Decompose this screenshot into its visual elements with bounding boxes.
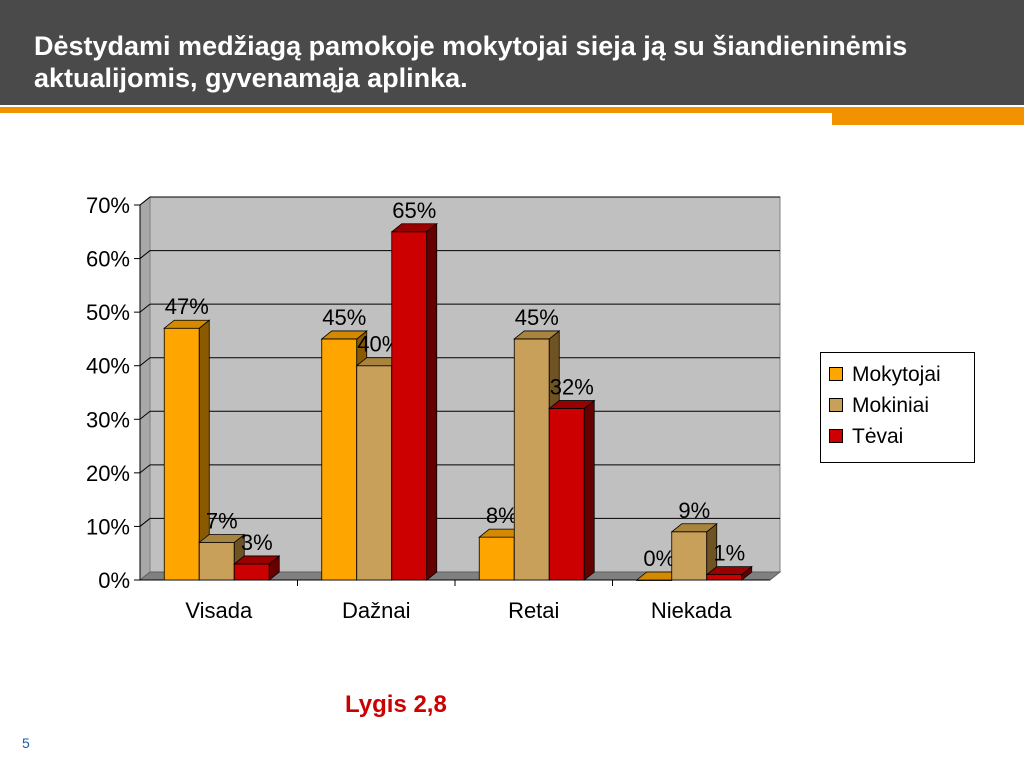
- x-tick-label: Visada: [185, 598, 253, 623]
- bar-top: [233, 555, 281, 565]
- data-label: 45%: [322, 305, 366, 330]
- legend-swatch-mokiniai: [829, 398, 843, 412]
- x-tick-label: Dažnai: [342, 598, 410, 623]
- page-number: 5: [22, 735, 30, 751]
- bar-top: [670, 523, 718, 533]
- data-label: 1%: [713, 541, 745, 566]
- gridline-side: [139, 357, 151, 367]
- y-tick-label: 60%: [86, 247, 130, 272]
- bar-top: [513, 330, 561, 340]
- accent-block: [832, 113, 1024, 125]
- y-tick-label: 50%: [86, 300, 130, 325]
- bar-top: [548, 400, 596, 409]
- bar-top: [390, 223, 438, 233]
- bar-front: [198, 542, 235, 581]
- bar-front: [233, 563, 270, 581]
- y-tick-label: 0%: [98, 568, 130, 593]
- slide-header: Dėstydami medžiagą pamokoje mokytojai si…: [0, 0, 1024, 105]
- bar-front: [478, 536, 515, 581]
- legend-label-tevai: Tėvai: [852, 425, 904, 448]
- gridline-side: [139, 518, 151, 527]
- data-label: 7%: [206, 509, 238, 534]
- chart-legend: Mokytojai Mokiniai Tėvai: [820, 352, 975, 463]
- gridline-side: [139, 196, 151, 206]
- bar-front: [391, 231, 428, 581]
- gridline-side: [139, 250, 151, 259]
- y-tick-label: 10%: [86, 514, 130, 539]
- bar-front: [671, 531, 708, 581]
- bar-top: [705, 566, 753, 576]
- legend-label-mokytojai: Mokytojai: [852, 363, 941, 386]
- y-tick-label: 30%: [86, 407, 130, 432]
- bar-front: [356, 365, 393, 581]
- data-label: 45%: [515, 305, 559, 330]
- y-tick-label: 70%: [86, 193, 130, 218]
- legend-swatch-mokytojai: [829, 367, 843, 381]
- x-tick-label: Niekada: [651, 598, 732, 623]
- data-label: 65%: [392, 198, 436, 223]
- data-label: 8%: [486, 503, 518, 528]
- x-tick-label: Retai: [508, 598, 559, 623]
- level-caption: Lygis 2,8: [345, 691, 447, 718]
- legend-swatch-tevai: [829, 429, 843, 443]
- bar-front: [163, 327, 200, 581]
- bar-front: [706, 574, 743, 581]
- bar-front: [321, 338, 358, 581]
- bar-side: [583, 399, 595, 581]
- bar-top: [163, 319, 211, 329]
- slide-title: Dėstydami medžiagą pamokoje mokytojai si…: [34, 31, 908, 93]
- y-tick-label: 20%: [86, 461, 130, 486]
- legend-item-mokytojai: Mokytojai: [821, 361, 974, 392]
- bar-front: [513, 338, 550, 581]
- y-tick-label: 40%: [86, 354, 130, 379]
- data-label: 32%: [550, 375, 594, 400]
- legend-label-mokiniai: Mokiniai: [852, 394, 930, 417]
- accent-line: [0, 107, 1024, 113]
- plot-back-wall: [149, 196, 781, 573]
- bar-front: [548, 408, 585, 581]
- bar-top: [198, 534, 246, 543]
- gridline-side: [139, 410, 151, 420]
- gridline-side: [139, 303, 151, 313]
- gridline-side: [139, 464, 151, 474]
- bar-top: [320, 330, 368, 340]
- data-label: 3%: [241, 530, 273, 555]
- legend-item-tevai: Tėvai: [821, 423, 974, 454]
- data-label: 0%: [643, 546, 675, 571]
- bar-side: [426, 222, 438, 581]
- legend-item-mokiniai: Mokiniai: [821, 392, 974, 423]
- data-label: 9%: [678, 498, 710, 523]
- data-label: 47%: [165, 294, 209, 319]
